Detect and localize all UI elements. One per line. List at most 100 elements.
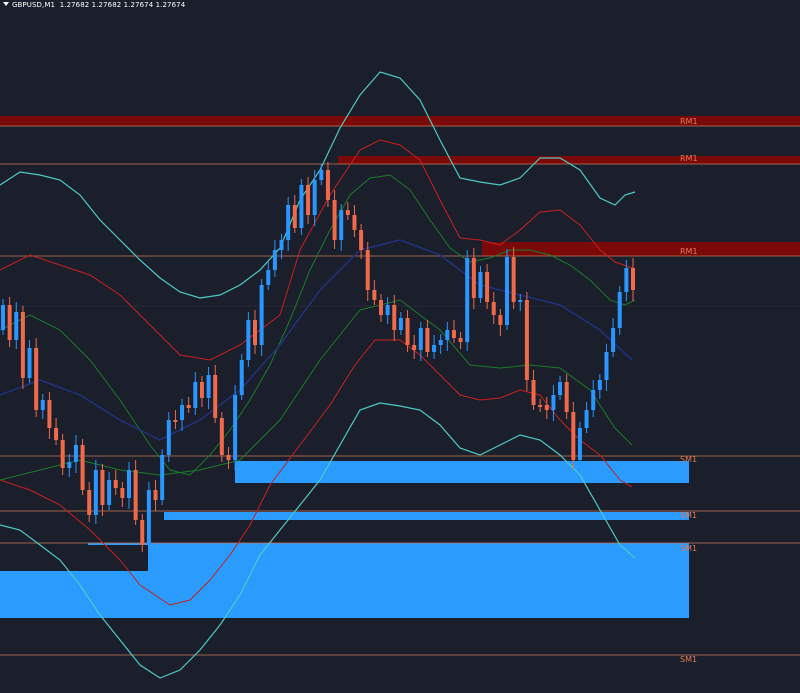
candle-body	[524, 300, 529, 380]
candle-body	[445, 330, 450, 340]
candle-body	[153, 490, 158, 500]
candle-layer	[1, 162, 635, 554]
candle-body	[551, 395, 556, 410]
support-zone	[164, 512, 689, 520]
candle-body	[471, 258, 476, 298]
candle-body	[405, 318, 410, 345]
candle-body	[498, 315, 503, 325]
candle-body	[597, 380, 602, 390]
candle-body	[140, 520, 145, 545]
zone-cutout	[0, 545, 148, 571]
symbol-label: GBPUSD,M1	[12, 1, 56, 9]
candle-body	[292, 205, 297, 228]
candle-body	[392, 305, 397, 330]
support-zone	[235, 461, 689, 483]
candle-body	[34, 348, 39, 410]
candle-body	[87, 490, 92, 515]
candle-body	[27, 348, 32, 378]
candle-body	[365, 250, 370, 290]
resistance-zone	[338, 156, 800, 164]
candle-body	[319, 170, 324, 180]
candle-body	[107, 480, 112, 505]
candle-body	[7, 305, 12, 340]
candle-body	[491, 302, 496, 315]
candle-body	[359, 230, 364, 250]
candle-body	[166, 420, 171, 455]
upper-inner-band-line	[0, 174, 636, 476]
candle-body	[418, 328, 423, 350]
candle-body	[206, 375, 211, 398]
candle-body	[544, 405, 549, 410]
candle-body	[631, 268, 635, 290]
candle-body	[40, 400, 45, 410]
candle-body	[485, 272, 490, 302]
chevron-down-icon[interactable]	[3, 2, 9, 6]
candle-body	[564, 382, 569, 412]
candle-body	[398, 318, 403, 330]
candle-body	[259, 285, 264, 345]
candle-body	[465, 258, 470, 342]
support-label: SM1	[680, 655, 698, 664]
candle-body	[584, 410, 589, 428]
candle-body	[266, 270, 271, 285]
candle-body	[93, 470, 98, 515]
candle-body	[505, 257, 509, 325]
candle-body	[604, 352, 609, 380]
candle-body	[624, 268, 629, 292]
candle-body	[432, 345, 437, 352]
candle-body	[286, 205, 291, 240]
candle-body	[538, 405, 543, 407]
candle-body	[180, 405, 185, 420]
candle-body	[438, 340, 443, 345]
candle-body	[458, 338, 463, 342]
lower-outer-band-line	[0, 402, 636, 679]
candle-body	[325, 170, 330, 200]
candle-body	[412, 345, 417, 350]
candle-body	[14, 312, 19, 340]
candle-body	[571, 412, 576, 460]
candle-body	[67, 462, 72, 468]
candle-body	[253, 320, 257, 345]
candle-body	[186, 405, 191, 408]
candle-body	[133, 470, 138, 520]
candle-body	[279, 240, 284, 250]
candle-body	[345, 210, 350, 215]
candle-body	[372, 290, 377, 300]
candle-body	[239, 360, 244, 395]
candle-body	[272, 250, 277, 270]
candle-body	[299, 185, 304, 228]
upper-outer-band-line	[0, 71, 636, 299]
candle-body	[120, 488, 125, 498]
candle-body	[558, 382, 563, 395]
candle-body	[511, 257, 516, 302]
upper-middle-band-line	[0, 139, 633, 361]
candle-body	[173, 420, 178, 422]
candle-body	[160, 455, 165, 500]
resistance-zone	[0, 116, 800, 126]
center-line	[0, 239, 633, 441]
resistance-zone	[482, 242, 800, 256]
candle-body	[577, 428, 582, 460]
candle-body	[127, 470, 131, 498]
support-label: SM1	[680, 544, 698, 553]
candle-body	[193, 382, 198, 408]
candle-body	[100, 470, 105, 505]
candle-body	[312, 180, 317, 215]
candle-body	[60, 440, 65, 468]
candle-body	[233, 395, 238, 460]
candle-body	[219, 418, 224, 455]
candle-body	[199, 382, 204, 398]
lower-inner-band-line	[0, 299, 633, 481]
candle-body	[531, 380, 536, 405]
candle-body	[146, 490, 151, 545]
candle-body	[1, 305, 5, 330]
candle-body	[478, 272, 483, 298]
support-label: SM1	[680, 455, 698, 464]
ohlc-readout: 1.27682 1.27682 1.27674 1.27674	[59, 1, 186, 9]
resistance-label: RM1	[680, 117, 698, 126]
candle-body	[339, 210, 344, 240]
candle-body	[113, 480, 118, 488]
candle-body	[591, 390, 596, 410]
chart-header: GBPUSD,M1 1.27682 1.27682 1.27674 1.2767…	[3, 1, 185, 9]
